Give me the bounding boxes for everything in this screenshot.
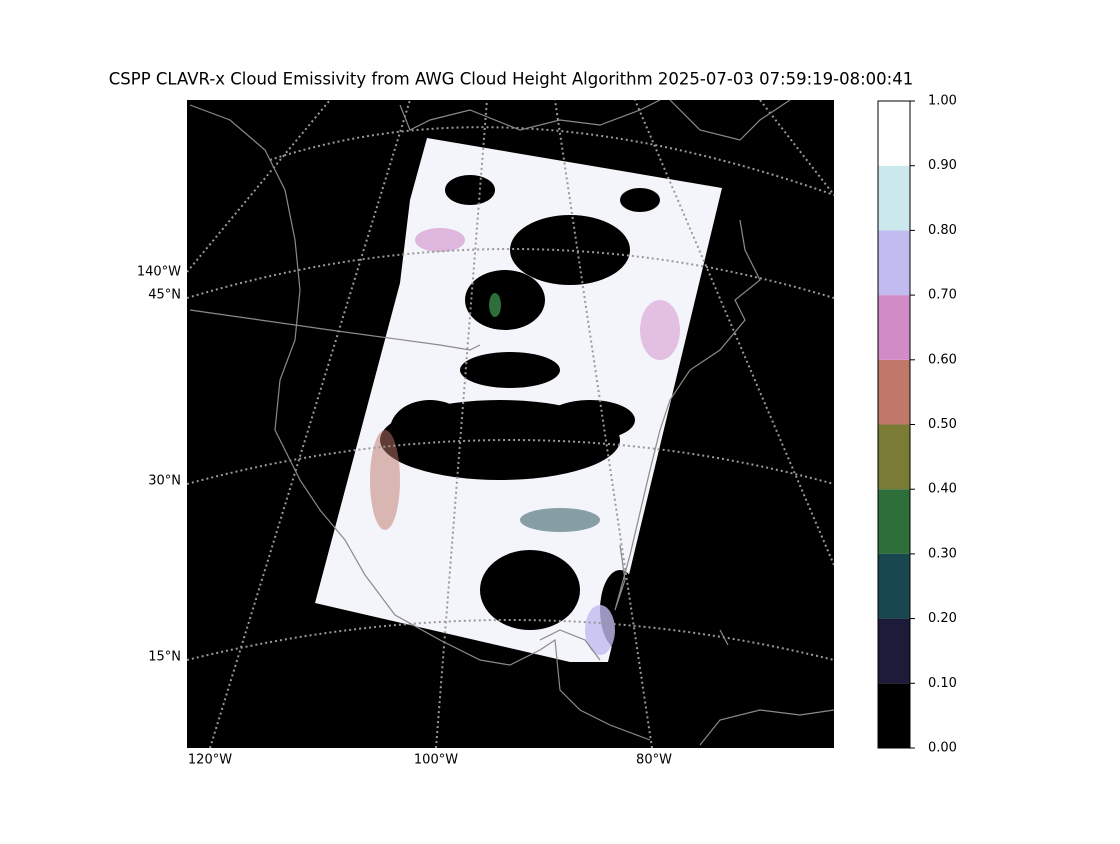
lat-label: 30°N [148, 474, 181, 489]
colorbar-tick-label: 0.30 [928, 546, 957, 561]
colorbar-segment [878, 424, 910, 490]
colorbar-tick-label: 0.70 [928, 288, 957, 303]
colorbar-tick-label: 0.80 [928, 223, 957, 238]
map-panel: 140°W 45°N 30°N 15°N 120°W 100°W 80°W [137, 100, 834, 768]
swath [315, 138, 722, 662]
colorbar-segment [878, 359, 910, 425]
graticule [187, 100, 834, 748]
colorbar-segment [878, 165, 910, 231]
coastlines [189, 100, 834, 746]
colorbar-tick-label: 0.90 [928, 158, 957, 173]
colorbar-tick-label: 0.20 [928, 611, 957, 626]
lat-label: 45°N [148, 288, 181, 303]
colorbar-segment [878, 295, 910, 360]
colorbar-segment [878, 683, 910, 748]
lon-label: 80°W [636, 753, 672, 768]
colorbar-tick-label: 0.10 [928, 676, 957, 691]
lon-label: 140°W [137, 265, 181, 280]
colorbar-segment [878, 230, 910, 296]
lon-label: 120°W [188, 753, 232, 768]
colorbar-tick-label: 0.60 [928, 352, 957, 367]
colorbar-segment [878, 489, 910, 554]
colorbar-segment [878, 101, 910, 166]
colorbar-tick-label: 1.00 [928, 94, 957, 109]
colorbar-tick-label: 0.50 [928, 417, 957, 432]
colorbar-segment [878, 553, 910, 619]
lat-label: 15°N [148, 650, 181, 665]
lon-label: 100°W [414, 753, 458, 768]
colorbar-tick-label: 0.00 [928, 741, 957, 756]
title: CSPP CLAVR-x Cloud Emissivity from AWG C… [109, 70, 913, 89]
colorbar: 0.00 0.10 0.20 0.30 0.40 0.50 0.60 0.70 0.80 0.90… [877, 94, 957, 756]
colorbar-segment [878, 618, 910, 684]
colorbar-tick-label: 0.40 [928, 482, 957, 497]
